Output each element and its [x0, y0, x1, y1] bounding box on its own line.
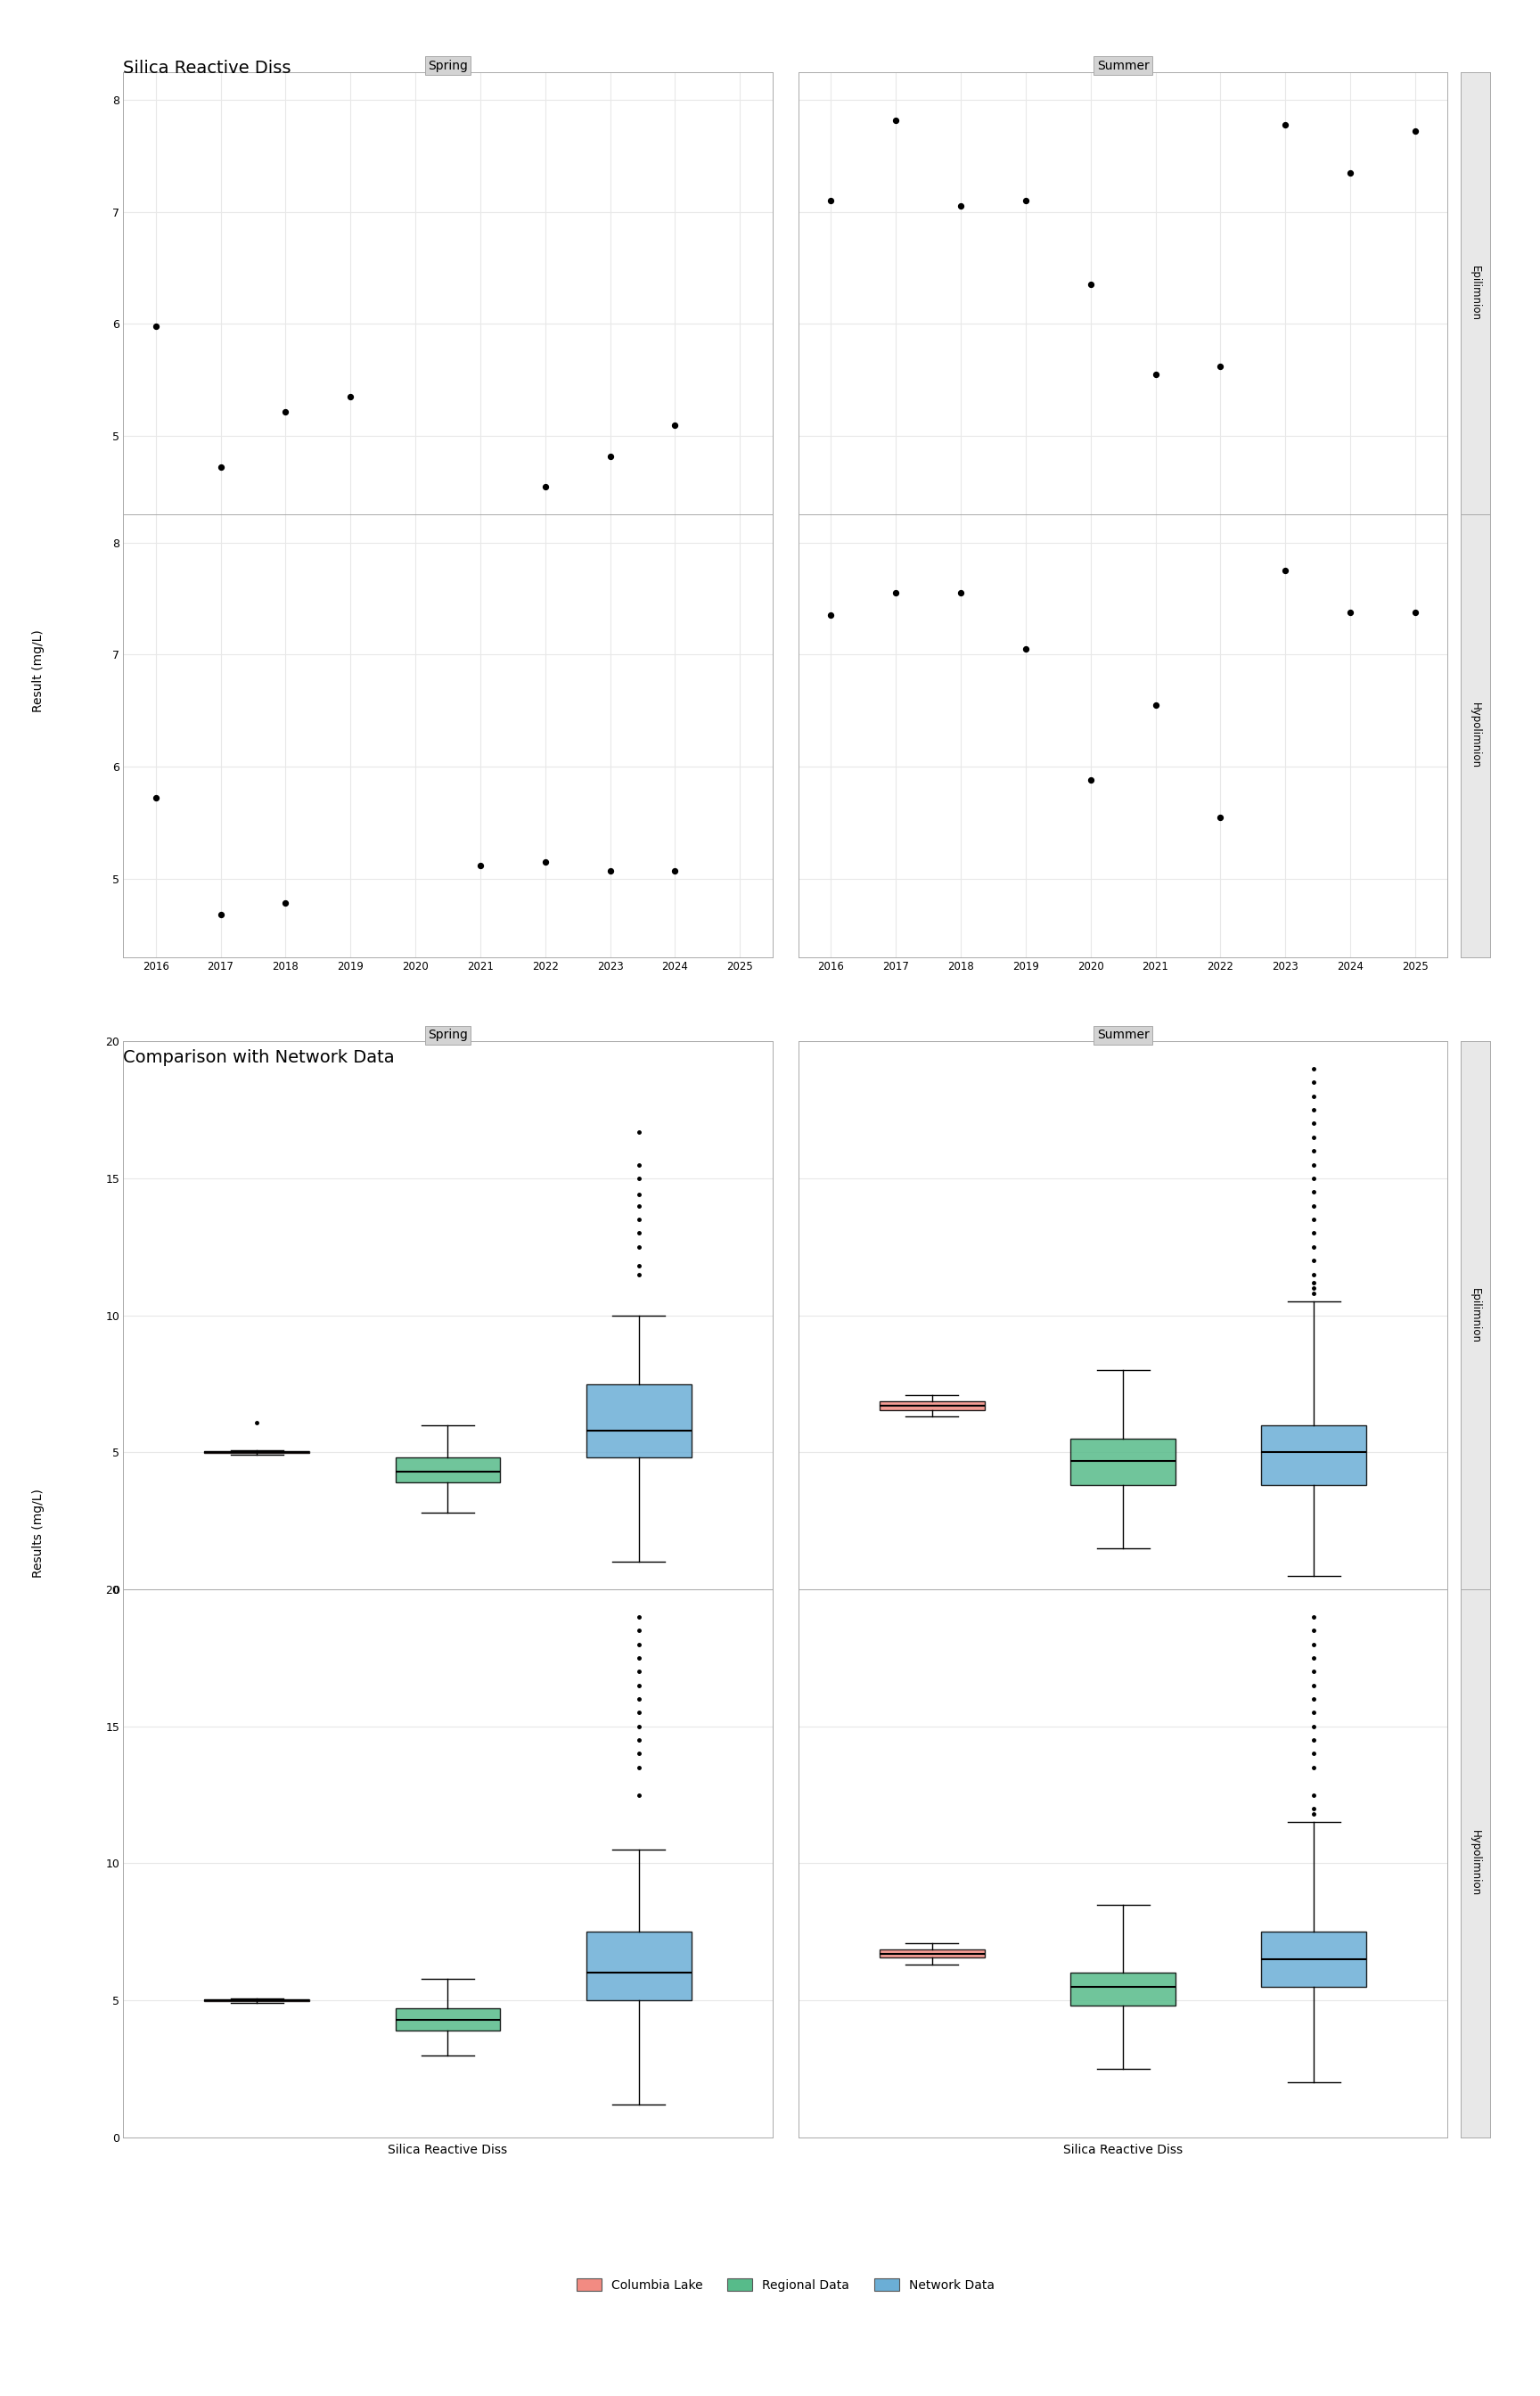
Point [273, 393, 297, 431]
Point [819, 597, 844, 635]
X-axis label: Silica Reactive Diss: Silica Reactive Diss [388, 2144, 508, 2156]
Point [143, 779, 168, 817]
Legend: Columbia Lake, Regional Data, Network Data: Columbia Lake, Regional Data, Network Da… [576, 2279, 995, 2291]
Point [533, 467, 557, 506]
PathPatch shape [879, 1950, 984, 1958]
Point [662, 851, 687, 889]
Point [949, 187, 973, 225]
Point [1274, 105, 1298, 144]
Text: Comparison with Network Data: Comparison with Network Data [123, 1049, 394, 1066]
PathPatch shape [587, 1385, 691, 1457]
Point [1143, 355, 1167, 393]
Point [1207, 347, 1232, 386]
Point [1403, 113, 1428, 151]
Point [1013, 182, 1038, 220]
Point [339, 379, 363, 417]
PathPatch shape [587, 1931, 691, 2001]
Point [1338, 592, 1363, 630]
Point [143, 307, 168, 345]
Point [1338, 153, 1363, 192]
Text: Results (mg/L): Results (mg/L) [32, 1488, 45, 1579]
Point [208, 896, 233, 934]
Text: Result (mg/L): Result (mg/L) [32, 630, 45, 712]
Title: Summer: Summer [1096, 1028, 1149, 1042]
PathPatch shape [1070, 1972, 1175, 2005]
Point [533, 843, 557, 882]
X-axis label: Silica Reactive Diss: Silica Reactive Diss [1063, 2144, 1183, 2156]
Point [1403, 592, 1428, 630]
Point [1078, 762, 1103, 800]
Point [1207, 798, 1232, 836]
PathPatch shape [396, 1457, 501, 1483]
PathPatch shape [1261, 1426, 1366, 1486]
Point [273, 884, 297, 922]
Point [598, 436, 622, 474]
PathPatch shape [396, 2008, 501, 2029]
Point [208, 448, 233, 486]
Point [819, 182, 844, 220]
Point [468, 846, 493, 884]
Title: Summer: Summer [1096, 60, 1149, 72]
Text: Silica Reactive Diss: Silica Reactive Diss [123, 60, 291, 77]
Point [598, 851, 622, 889]
PathPatch shape [1261, 1931, 1366, 1986]
Point [1143, 685, 1167, 724]
Point [884, 101, 909, 139]
Title: Spring: Spring [428, 1028, 468, 1042]
Point [1274, 551, 1298, 589]
Point [884, 573, 909, 611]
Point [949, 573, 973, 611]
Title: Spring: Spring [428, 60, 468, 72]
PathPatch shape [1070, 1438, 1175, 1486]
Point [1078, 266, 1103, 304]
Point [662, 405, 687, 443]
Point [1013, 630, 1038, 668]
PathPatch shape [879, 1402, 984, 1409]
